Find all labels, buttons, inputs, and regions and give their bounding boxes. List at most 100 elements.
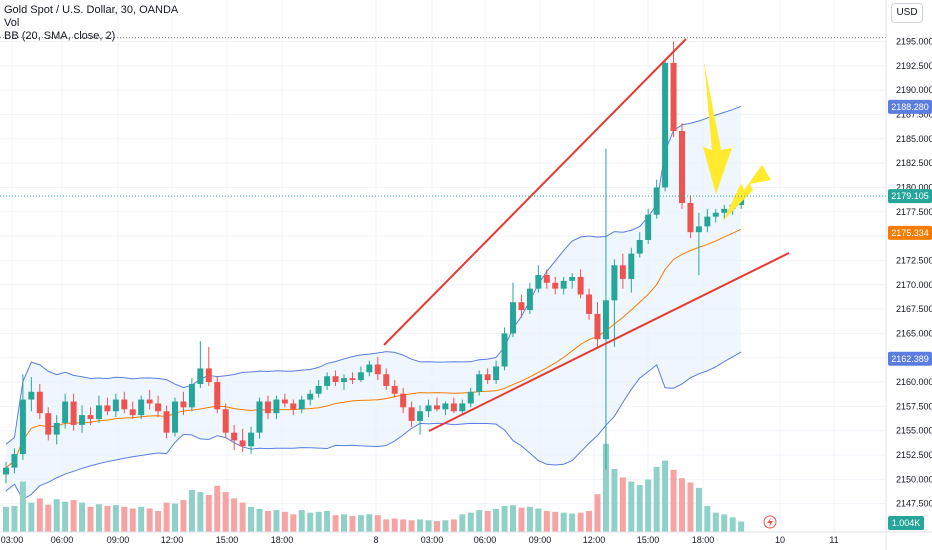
candle-body bbox=[231, 432, 238, 441]
candle bbox=[172, 397, 178, 437]
symbol-title[interactable]: Gold Spot / U.S. Dollar, 30, OANDA bbox=[4, 4, 179, 16]
volume-bar bbox=[349, 516, 356, 532]
volume-bar bbox=[518, 507, 525, 532]
candle-body bbox=[357, 372, 364, 381]
currency-button[interactable]: USD bbox=[891, 3, 923, 23]
time-axis: 03:00 06:00 09:00 12:00 15:00 18:00 8 03:00 06:0… bbox=[1, 535, 839, 545]
candle-body bbox=[87, 415, 94, 420]
time-tick-label: 06:00 bbox=[51, 535, 74, 545]
candle bbox=[535, 265, 542, 293]
volume-bar bbox=[459, 514, 466, 532]
candle-body bbox=[307, 393, 314, 400]
volume-bar bbox=[374, 515, 381, 532]
volume-bar bbox=[526, 506, 533, 532]
candle bbox=[383, 368, 390, 390]
candle bbox=[721, 204, 728, 219]
candle-body bbox=[552, 282, 559, 289]
volume-bar bbox=[273, 510, 280, 532]
volume-bar bbox=[95, 504, 102, 532]
candle-body bbox=[180, 401, 187, 408]
candle bbox=[459, 399, 466, 416]
candle bbox=[476, 370, 483, 396]
volume-bar bbox=[450, 519, 457, 532]
candle-body bbox=[28, 391, 35, 400]
candle bbox=[417, 405, 424, 435]
volume-bar bbox=[281, 511, 288, 532]
volume-bar bbox=[214, 485, 221, 532]
candle bbox=[526, 282, 533, 314]
candle bbox=[79, 405, 86, 433]
volume-bar bbox=[197, 492, 204, 532]
volume-bar bbox=[45, 504, 52, 532]
candle bbox=[197, 341, 204, 388]
time-tick-label: 03:00 bbox=[421, 535, 444, 545]
volume-bar bbox=[188, 490, 195, 532]
volume-bar bbox=[721, 514, 728, 532]
candle bbox=[214, 376, 221, 414]
candle-body bbox=[670, 62, 677, 132]
volume-bar bbox=[28, 502, 35, 532]
candle bbox=[95, 395, 102, 423]
candle bbox=[467, 387, 474, 408]
volume-bar bbox=[510, 505, 516, 532]
candle bbox=[712, 208, 719, 223]
candle-body bbox=[459, 403, 466, 412]
candle bbox=[264, 395, 271, 420]
candle-body bbox=[163, 411, 170, 433]
candle-body bbox=[450, 403, 457, 412]
volume-bar bbox=[687, 482, 694, 532]
price-tag-bg bbox=[888, 351, 932, 366]
price-tag-label: 2188.280 bbox=[891, 102, 929, 112]
candle bbox=[45, 407, 52, 441]
candle-body bbox=[315, 385, 322, 394]
price-tag-label: 2175.334 bbox=[891, 228, 929, 238]
volume-bar bbox=[231, 498, 238, 532]
candle-body bbox=[543, 275, 550, 283]
price-tag-label: 2179.105 bbox=[891, 191, 929, 201]
volume-bar bbox=[290, 514, 297, 532]
volume-bar bbox=[324, 511, 331, 532]
down-arrow bbox=[703, 62, 732, 194]
candle bbox=[298, 395, 305, 414]
volume-bar bbox=[653, 466, 660, 532]
volume-bar bbox=[535, 508, 542, 532]
candle-body bbox=[366, 364, 373, 373]
volume-bar bbox=[11, 505, 18, 532]
trendline-support bbox=[428, 252, 790, 432]
candle-body bbox=[535, 275, 542, 289]
candle bbox=[138, 395, 145, 420]
bollinger-bands-label[interactable]: BB (20, SMA, close, 2) bbox=[4, 30, 116, 42]
volume-bar bbox=[87, 506, 94, 532]
lightning-icon[interactable] bbox=[763, 515, 777, 529]
volume-indicator-label[interactable]: Vol bbox=[4, 17, 20, 29]
volume-bar bbox=[155, 511, 162, 532]
candle bbox=[425, 399, 432, 418]
volume-bar bbox=[738, 521, 745, 532]
volume-bar bbox=[146, 508, 153, 532]
candle bbox=[366, 360, 373, 377]
candle-body bbox=[155, 403, 162, 412]
volume-bar bbox=[248, 506, 255, 532]
price-tick-label: 2165.000 bbox=[896, 328, 932, 338]
candle bbox=[28, 377, 35, 412]
bb-basis bbox=[5, 228, 742, 469]
candle-body bbox=[341, 378, 347, 383]
candle-body bbox=[391, 385, 398, 394]
volume-bar bbox=[636, 484, 643, 532]
price-tick-label: 2152.500 bbox=[896, 450, 932, 460]
price-tick-label: 2182.500 bbox=[896, 158, 932, 168]
up-arrow bbox=[723, 165, 771, 221]
candle-body bbox=[493, 366, 500, 381]
candle-body bbox=[273, 399, 280, 414]
price-tick-label: 2180.000 bbox=[896, 182, 932, 192]
candle-body bbox=[70, 401, 77, 425]
candle bbox=[510, 282, 516, 338]
candle-body bbox=[560, 280, 567, 289]
price-tick-label: 2160.000 bbox=[896, 377, 932, 387]
candle-body bbox=[11, 454, 18, 468]
time-tick-label: 12:00 bbox=[161, 535, 184, 545]
volume-bar bbox=[366, 514, 373, 532]
candle-body bbox=[721, 208, 728, 213]
price-tick-label: 2187.500 bbox=[896, 109, 932, 119]
